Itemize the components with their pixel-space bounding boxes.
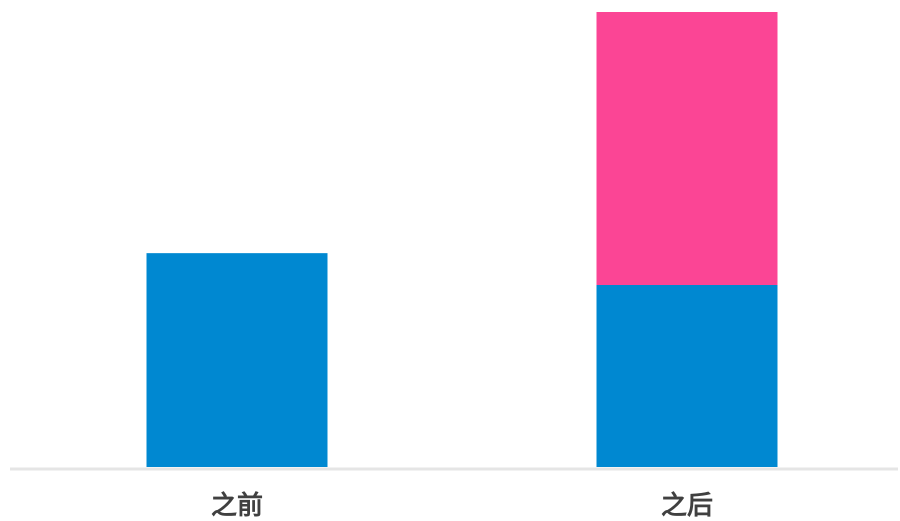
bar-1-segment-1 — [146, 253, 328, 467]
x-tick-label: 之前 — [211, 490, 263, 521]
x-tick-labels: 之前 之后 — [211, 490, 713, 521]
bars-layer — [146, 12, 778, 467]
x-tick-label: 之后 — [661, 490, 713, 521]
bar-2-segment-1 — [596, 285, 778, 467]
bar-2-segment-2 — [596, 12, 778, 285]
